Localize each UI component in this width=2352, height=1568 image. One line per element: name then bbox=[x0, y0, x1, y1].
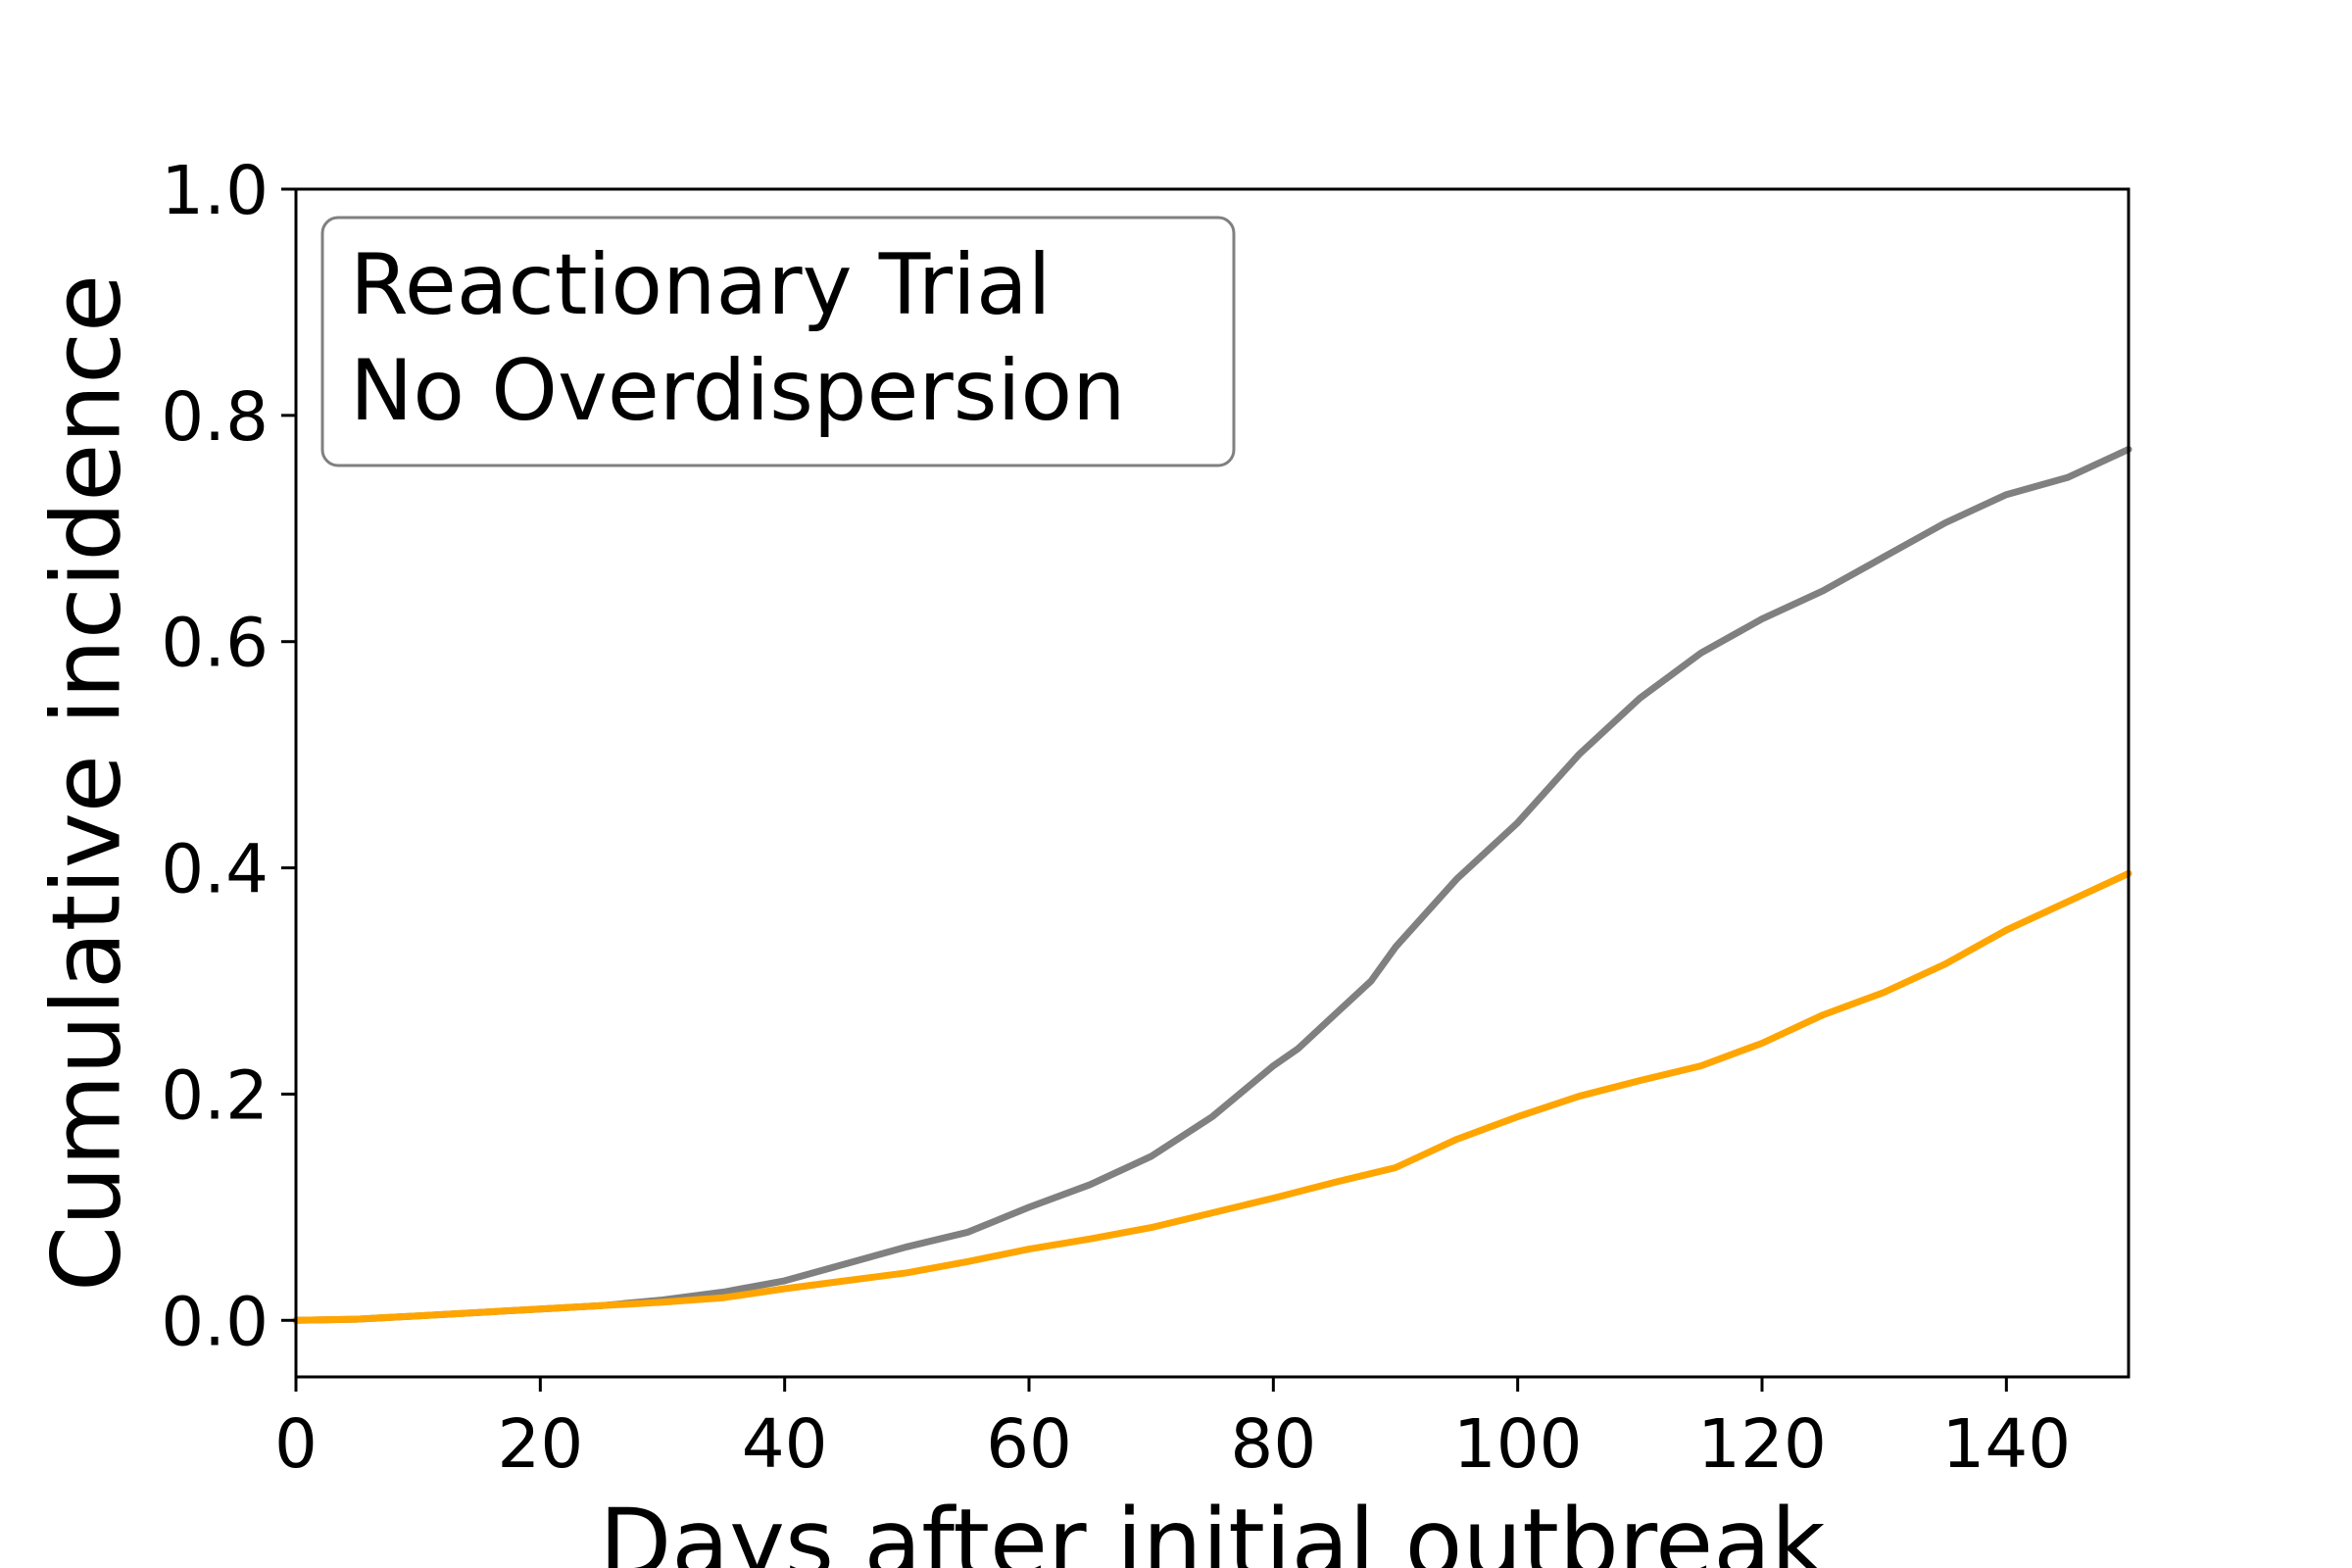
x-axis-ticks: 0 20 40 60 80 100 120 140 bbox=[274, 1377, 2071, 1484]
annotation-line-2: No Overdispersion bbox=[350, 342, 1126, 440]
x-tick-label: 20 bbox=[497, 1405, 583, 1484]
x-tick-label: 0 bbox=[274, 1405, 318, 1484]
series-line-2 bbox=[292, 869, 2132, 1324]
x-tick-label: 80 bbox=[1230, 1405, 1316, 1484]
x-tick-label: 40 bbox=[742, 1405, 828, 1484]
y-tick-label: 1.0 bbox=[161, 152, 269, 230]
x-tick-label: 120 bbox=[1697, 1405, 1827, 1484]
y-tick-label: 0.4 bbox=[161, 831, 269, 909]
x-tick-label: 140 bbox=[1941, 1405, 2071, 1484]
series-line-1 bbox=[292, 446, 2132, 1324]
x-tick-label: 100 bbox=[1453, 1405, 1583, 1484]
x-axis-title: Days after initial outbreak bbox=[599, 1489, 1826, 1568]
y-tick-label: 0.8 bbox=[161, 378, 269, 457]
plot-frame bbox=[294, 187, 2131, 1379]
annotation-box: Reactionary Trial No Overdispersion bbox=[320, 216, 1236, 467]
y-axis-ticks: 0.0 0.2 0.4 0.6 0.8 1.0 bbox=[161, 152, 296, 1361]
annotation-line-1: Reactionary Trial bbox=[350, 236, 1052, 334]
y-tick-label: 0.0 bbox=[161, 1283, 269, 1361]
annotation-frame bbox=[320, 216, 1236, 467]
y-tick-label: 0.2 bbox=[161, 1056, 269, 1135]
y-tick-label: 0.6 bbox=[161, 605, 269, 683]
y-axis-title: Cumulative incidence bbox=[32, 274, 142, 1292]
series-layer bbox=[292, 446, 2132, 1324]
x-tick-label: 60 bbox=[986, 1405, 1072, 1484]
